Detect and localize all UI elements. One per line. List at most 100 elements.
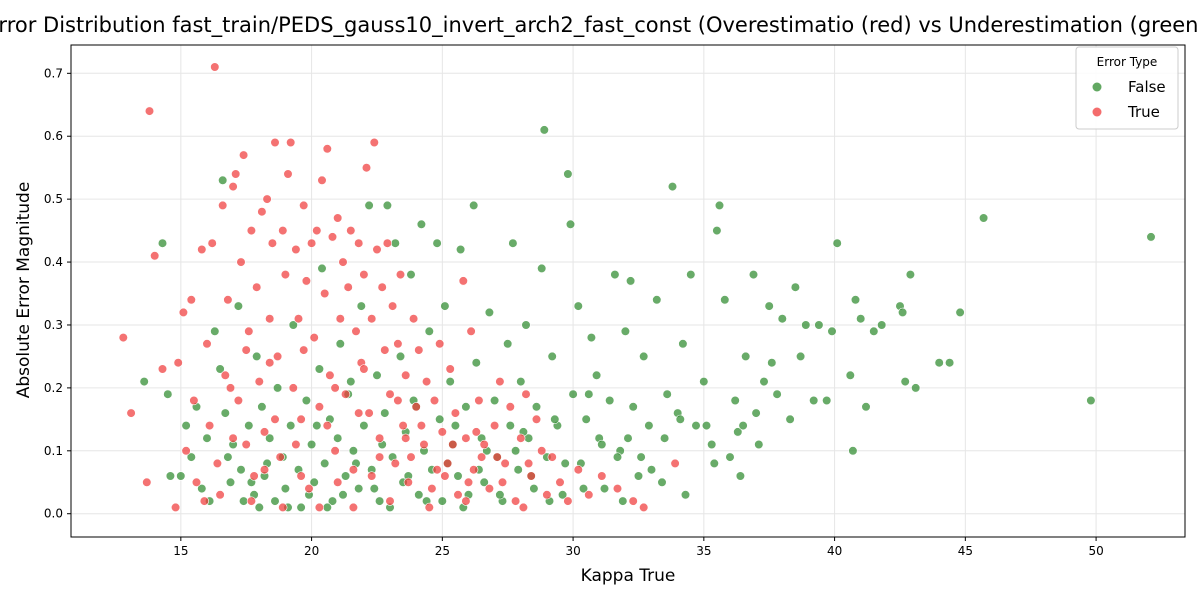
point-false bbox=[406, 270, 416, 280]
point-true bbox=[189, 395, 199, 406]
point-true bbox=[293, 314, 304, 324]
point-false bbox=[623, 433, 633, 443]
point-false bbox=[563, 169, 573, 179]
point-true bbox=[440, 471, 450, 481]
point-false bbox=[680, 490, 691, 500]
point-true bbox=[233, 395, 243, 406]
point-false bbox=[513, 465, 523, 475]
point-false bbox=[220, 408, 230, 418]
point-false bbox=[612, 452, 623, 462]
point-true bbox=[291, 244, 301, 255]
point-true bbox=[338, 257, 348, 267]
point-true bbox=[435, 339, 445, 349]
point-true bbox=[299, 345, 309, 355]
y-axis-ticks: 0.0 0.1 0.2 0.3 0.4 0.5 0.6 0.7 bbox=[44, 66, 71, 521]
point-false bbox=[450, 421, 461, 431]
point-false bbox=[516, 377, 526, 387]
point-true bbox=[307, 238, 317, 248]
point-false bbox=[539, 125, 549, 135]
point-true bbox=[531, 414, 542, 424]
point-false bbox=[346, 377, 356, 387]
point-true bbox=[280, 270, 291, 280]
point-false bbox=[785, 414, 795, 424]
point-true bbox=[144, 106, 155, 116]
point-false bbox=[934, 358, 944, 368]
point-false bbox=[730, 395, 740, 406]
point-false bbox=[338, 490, 348, 500]
point-true bbox=[288, 383, 298, 393]
point-false bbox=[273, 383, 283, 393]
x-tick-label: 45 bbox=[958, 544, 973, 558]
point-true bbox=[479, 439, 489, 450]
point-true bbox=[471, 427, 481, 437]
point-true bbox=[469, 465, 479, 475]
point-false bbox=[252, 351, 262, 362]
point-false bbox=[599, 484, 610, 494]
point-true bbox=[348, 502, 359, 513]
point-false bbox=[369, 484, 379, 494]
point-true bbox=[241, 345, 251, 355]
point-true bbox=[199, 496, 209, 506]
point-false bbox=[772, 389, 782, 399]
point-true bbox=[304, 484, 314, 494]
point-true bbox=[275, 452, 285, 462]
point-false bbox=[495, 490, 505, 500]
point-true bbox=[409, 314, 419, 324]
point-false bbox=[877, 320, 887, 330]
point-false bbox=[317, 263, 327, 274]
point-false bbox=[1146, 232, 1156, 242]
point-false bbox=[244, 421, 254, 431]
point-true bbox=[223, 295, 233, 305]
point-false bbox=[320, 458, 330, 469]
point-true bbox=[262, 194, 272, 204]
point-false bbox=[591, 370, 602, 380]
point-true bbox=[542, 490, 552, 500]
point-false bbox=[822, 395, 832, 406]
point-false bbox=[529, 484, 539, 494]
point-true bbox=[354, 408, 364, 418]
point-true bbox=[495, 377, 505, 387]
point-false bbox=[620, 326, 631, 336]
point-true bbox=[309, 333, 319, 343]
point-true bbox=[322, 144, 332, 154]
point-false bbox=[568, 389, 578, 399]
point-false bbox=[691, 421, 701, 431]
point-false bbox=[437, 496, 447, 506]
point-false bbox=[364, 200, 374, 210]
point-false bbox=[759, 377, 769, 387]
point-false bbox=[618, 496, 628, 506]
point-false bbox=[505, 421, 515, 431]
y-axis-label: Absolute Error Magnitude bbox=[14, 182, 34, 399]
point-false bbox=[905, 270, 916, 280]
x-axis-label: Kappa True bbox=[581, 566, 676, 586]
point-false bbox=[714, 200, 725, 210]
point-true bbox=[343, 282, 353, 292]
point-false bbox=[944, 358, 955, 368]
point-true bbox=[359, 270, 369, 280]
point-false bbox=[223, 452, 233, 462]
point-false bbox=[484, 307, 495, 318]
point-false bbox=[461, 402, 471, 412]
point-false bbox=[508, 238, 518, 248]
point-true bbox=[385, 389, 395, 399]
point-false bbox=[725, 452, 735, 462]
point-false bbox=[432, 238, 442, 248]
x-tick-label: 20 bbox=[304, 544, 319, 558]
point-true bbox=[244, 326, 254, 336]
point-true bbox=[228, 433, 238, 443]
data-points bbox=[118, 62, 1156, 513]
point-true bbox=[142, 477, 152, 487]
point-false bbox=[560, 458, 570, 469]
point-true bbox=[346, 226, 356, 236]
point-true bbox=[333, 477, 343, 487]
point-false bbox=[333, 433, 343, 443]
point-false bbox=[445, 377, 455, 387]
point-true bbox=[348, 465, 359, 475]
point-false bbox=[861, 402, 871, 412]
point-false bbox=[686, 270, 696, 280]
point-false bbox=[900, 377, 910, 387]
point-true bbox=[597, 471, 607, 481]
x-tick-label: 25 bbox=[435, 544, 450, 558]
point-false bbox=[165, 471, 175, 481]
